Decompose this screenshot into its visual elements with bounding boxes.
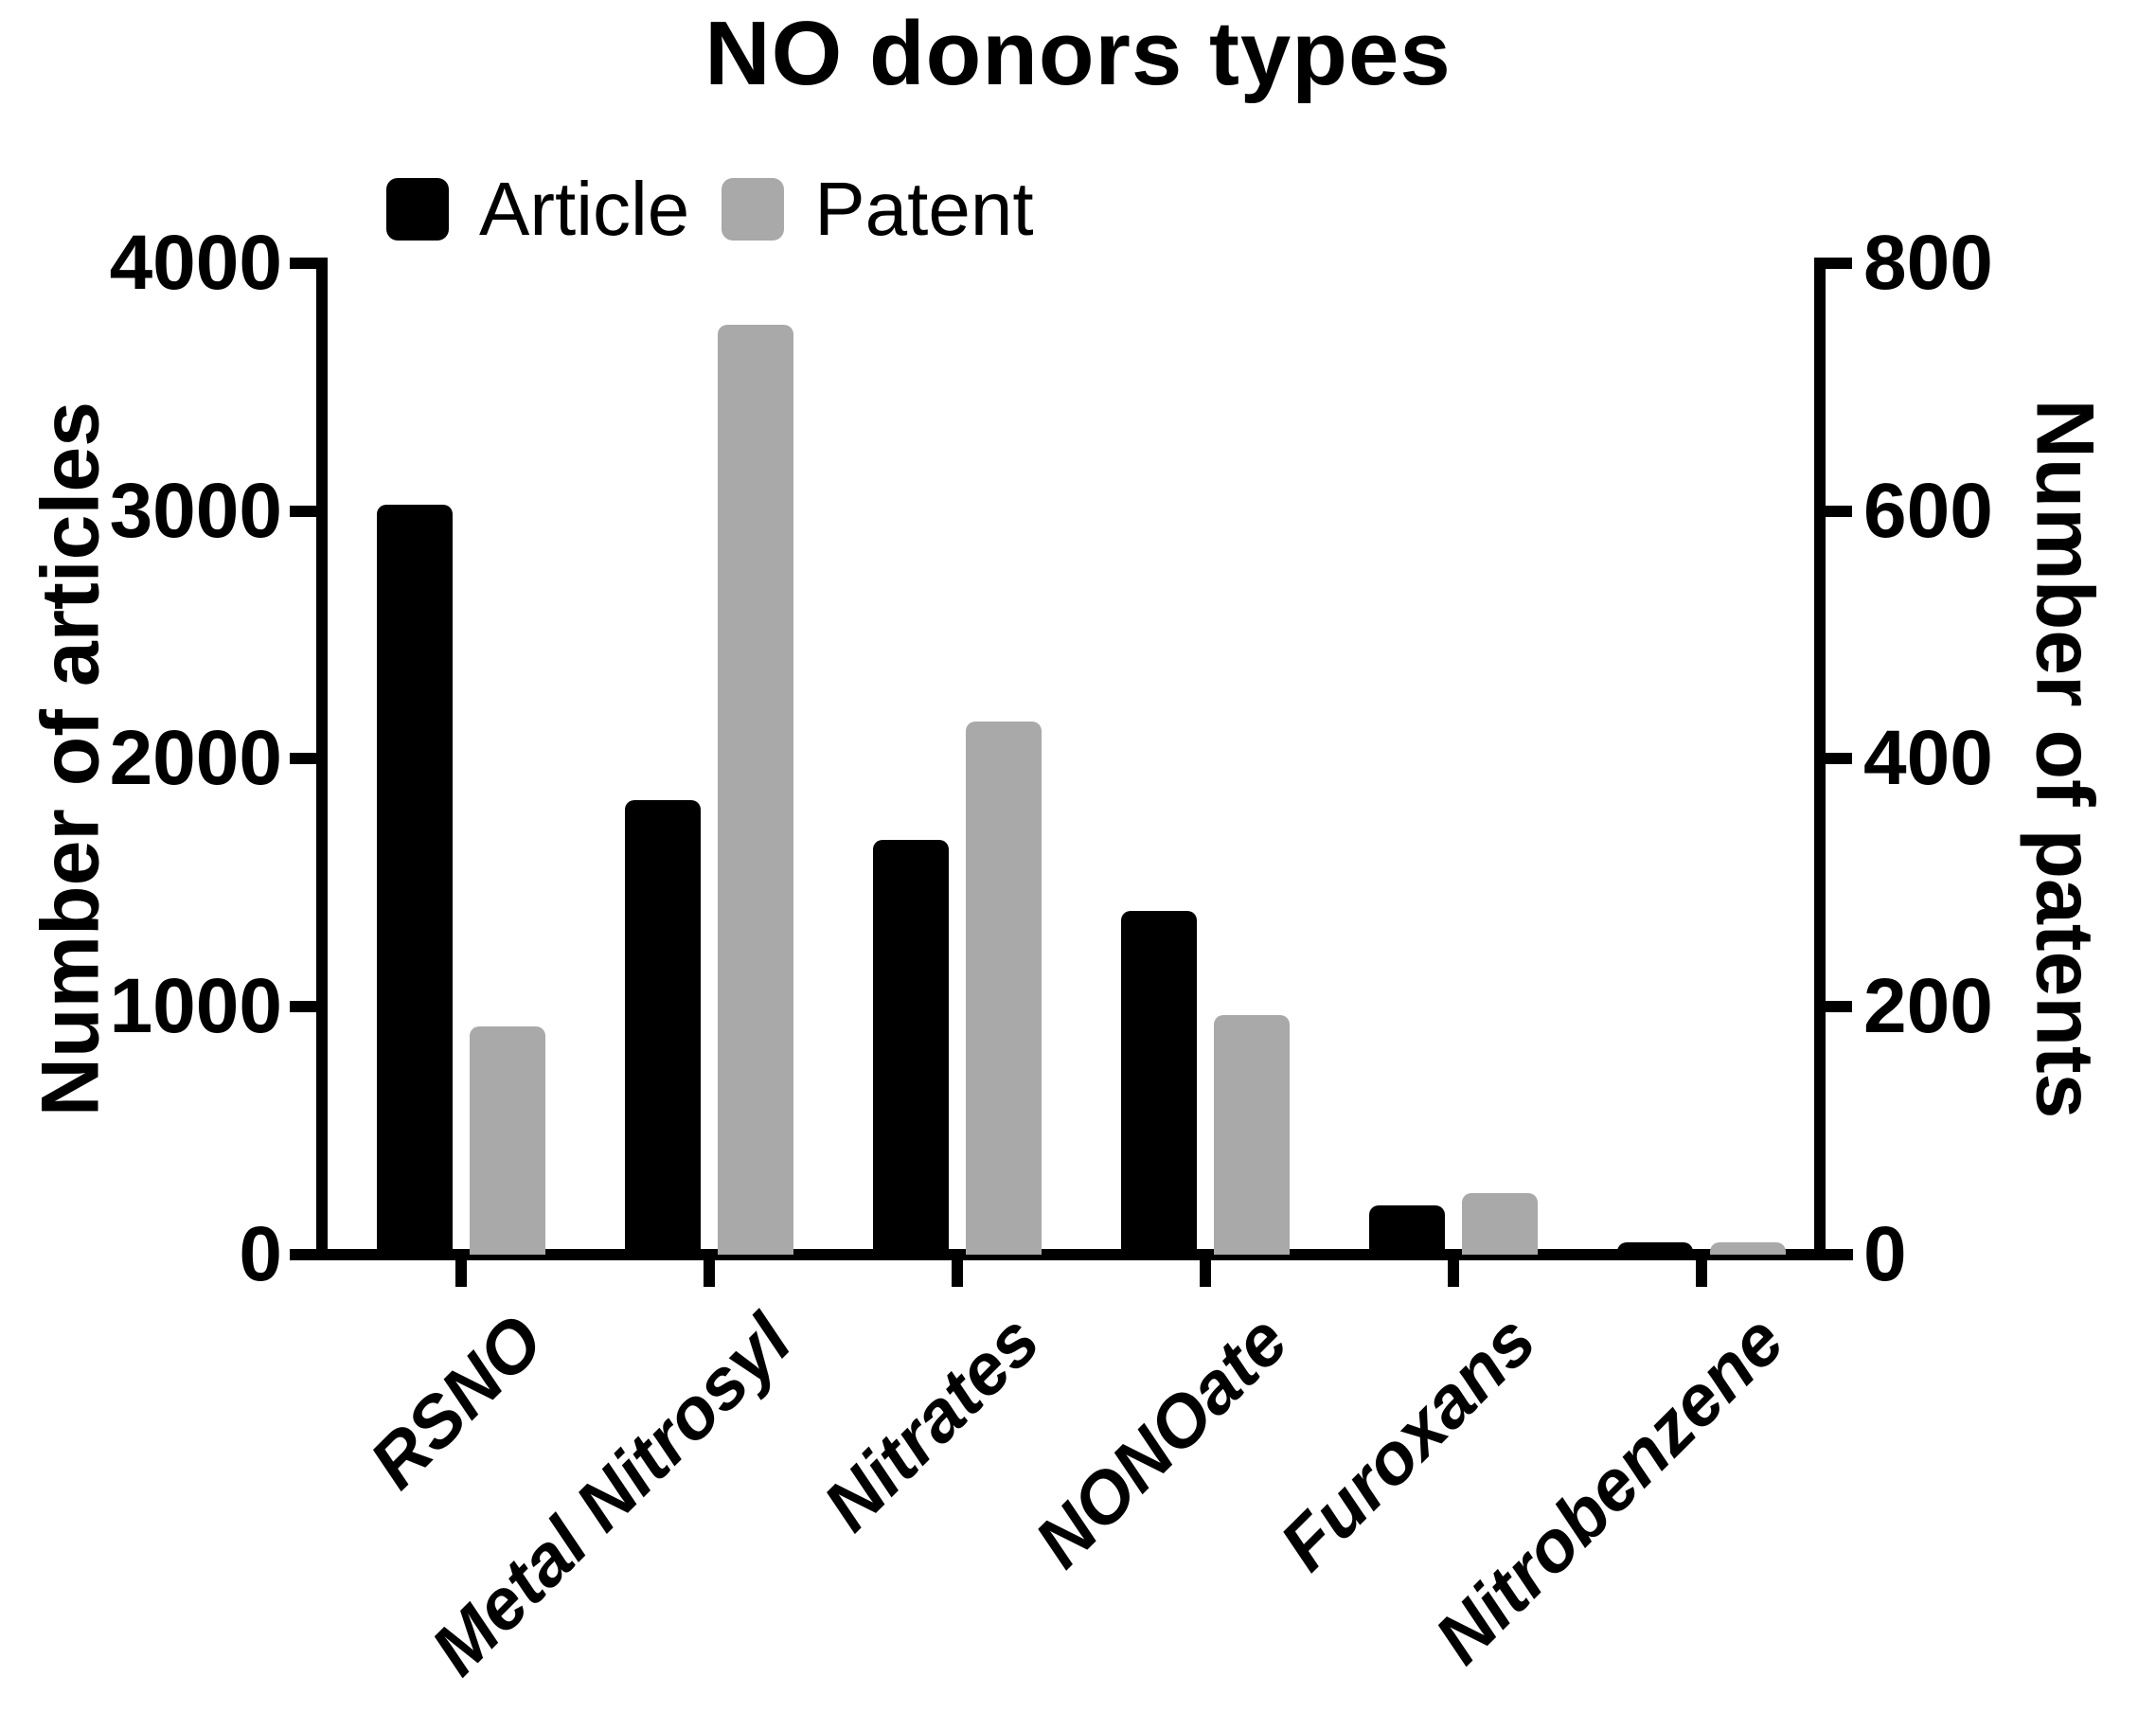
bar-patent-nitrobenzene: [1710, 1242, 1786, 1255]
right-axis-tick-label-600: 600: [1863, 468, 1993, 554]
legend-item-patent: Patent: [722, 167, 1034, 251]
right-axis-tick-400: [1826, 753, 1852, 764]
right-axis-tick-label-400: 400: [1863, 715, 1993, 801]
left-axis-tick-label-1000: 1000: [109, 963, 282, 1049]
x-axis-tick-metal-nitrosyl: [704, 1260, 715, 1287]
right-axis-tick-800: [1826, 258, 1852, 269]
bar-article-nitrates: [873, 840, 949, 1255]
left-axis-tick-0: [290, 1249, 316, 1260]
left-axis-tick-label-4000: 4000: [109, 220, 282, 306]
legend-swatch-patent-icon: [722, 178, 785, 241]
legend-swatch-article-icon: [386, 178, 449, 241]
bar-patent-nitrates: [966, 722, 1042, 1255]
bar-article-metal-nitrosyl: [625, 800, 701, 1255]
bar-article-nonoate: [1121, 911, 1197, 1255]
left-axis-tick-2000: [290, 753, 316, 764]
right-axis-tick-600: [1826, 506, 1852, 517]
left-axis-tick-label-0: 0: [239, 1211, 282, 1297]
legend-item-article: Article: [386, 167, 690, 251]
right-axis-tick-0: [1826, 1249, 1852, 1260]
legend-label-patent: Patent: [814, 167, 1034, 251]
left-axis-tick-label-2000: 2000: [109, 715, 282, 801]
x-axis-tick-rsno: [455, 1260, 467, 1287]
bar-patent-furoxans: [1462, 1193, 1538, 1255]
right-y-axis-line: [1814, 258, 1826, 1260]
bar-article-nitrobenzene: [1617, 1242, 1693, 1255]
x-axis-tick-furoxans: [1448, 1260, 1459, 1287]
right-axis-tick-label-0: 0: [1863, 1211, 1907, 1297]
right-axis-tick-200: [1826, 1001, 1852, 1012]
left-axis-tick-1000: [290, 1001, 316, 1012]
legend-label-article: Article: [479, 167, 690, 251]
bar-article-rsno: [377, 505, 453, 1255]
bar-article-furoxans: [1369, 1205, 1445, 1255]
left-axis-tick-3000: [290, 506, 316, 517]
left-axis-tick-label-3000: 3000: [109, 468, 282, 554]
right-axis-tick-label-200: 200: [1863, 963, 1993, 1049]
left-y-axis-line: [316, 258, 328, 1260]
x-axis-tick-nonoate: [1200, 1260, 1211, 1287]
chart-title: NO donors types: [704, 3, 1452, 104]
x-axis-tick-nitrobenzene: [1696, 1260, 1707, 1287]
legend: Article Patent: [386, 167, 1034, 251]
right-axis-tick-label-800: 800: [1863, 220, 1993, 306]
x-axis-tick-nitrates: [952, 1260, 963, 1287]
left-axis-tick-4000: [290, 258, 316, 269]
bar-patent-metal-nitrosyl: [718, 325, 793, 1255]
bar-patent-rsno: [470, 1026, 545, 1255]
bar-patent-nonoate: [1214, 1015, 1290, 1255]
